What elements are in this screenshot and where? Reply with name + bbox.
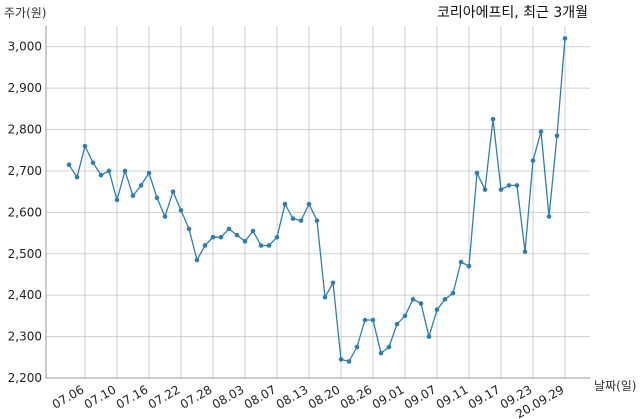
data-point [434, 307, 440, 312]
data-point [458, 259, 464, 265]
data-point [530, 158, 536, 163]
data-point [354, 344, 360, 350]
x-tick-label: 07.16 [114, 382, 151, 411]
data-point [338, 357, 344, 362]
data-point [450, 290, 456, 296]
data-point [474, 170, 480, 176]
y-axis: 2,200 2,300 2,400 2,500 2,600 2,700 2,800 2,900… [8, 26, 47, 385]
data-point [538, 129, 544, 134]
data-point [330, 280, 336, 286]
data-point [274, 234, 280, 240]
data-point [306, 201, 312, 207]
x-tick-label: 08.07 [242, 382, 279, 411]
data-point [186, 226, 192, 232]
data-point [90, 160, 96, 165]
data-point [506, 183, 512, 188]
data-point [250, 228, 256, 234]
price-series [66, 36, 568, 364]
y-tick-label: 2,700 [8, 164, 42, 178]
data-point [554, 133, 560, 139]
data-point [202, 243, 208, 248]
y-tick-label: 2,600 [8, 205, 42, 219]
x-tick-label: 09.07 [402, 382, 439, 411]
data-point [122, 168, 128, 174]
data-point [194, 257, 200, 263]
x-tick-label: 07.28 [178, 382, 215, 411]
x-tick-label: 09.01 [370, 382, 407, 411]
data-point [154, 195, 160, 201]
grid-lines [46, 26, 590, 379]
y-tick-label: 2,400 [8, 288, 42, 302]
y-axis-title: 주가(원) [4, 6, 46, 20]
x-tick-label: 08.20 [306, 382, 343, 411]
series-line [68, 38, 566, 363]
data-point [218, 234, 224, 240]
data-point [514, 183, 520, 188]
data-point [482, 187, 488, 192]
data-point [418, 301, 424, 306]
data-point [498, 187, 504, 192]
data-point [234, 232, 240, 238]
data-point [346, 359, 352, 364]
y-tick-label: 2,500 [8, 247, 42, 261]
data-point [98, 172, 104, 178]
data-point [178, 207, 184, 213]
data-point [546, 214, 552, 219]
data-point [322, 294, 328, 300]
data-point [66, 162, 72, 168]
x-axis: 07.0607.1007.1607.2207.2808.0308.0708.13… [46, 377, 590, 419]
data-point [522, 249, 528, 254]
x-tick-label: 07.22 [146, 382, 183, 411]
data-point [298, 218, 304, 223]
data-point [258, 243, 264, 248]
data-point [146, 170, 152, 176]
data-point [210, 234, 216, 240]
data-point [226, 226, 232, 232]
data-point [242, 239, 248, 244]
y-tick-label: 2,200 [8, 371, 42, 385]
data-point [490, 116, 496, 122]
data-point [466, 263, 472, 269]
x-tick-label: 09.11 [434, 382, 471, 411]
x-tick-label: 08.03 [210, 382, 247, 411]
data-point [370, 317, 376, 323]
data-point [394, 321, 400, 327]
x-tick-label: 07.10 [82, 382, 119, 411]
y-tick-label: 2,300 [8, 330, 42, 344]
data-point [386, 344, 392, 350]
data-point [114, 197, 120, 203]
data-point [82, 143, 88, 149]
data-point [314, 218, 320, 223]
data-point [170, 189, 176, 194]
data-point [562, 36, 568, 41]
data-point [282, 201, 288, 207]
data-point [138, 183, 144, 188]
data-point [426, 334, 432, 339]
data-point [130, 193, 136, 199]
data-point [402, 313, 408, 319]
x-tick-label: 09.17 [466, 382, 503, 411]
y-tick-label: 2,900 [8, 81, 42, 95]
data-point [106, 168, 112, 174]
data-point [266, 243, 272, 248]
data-point [290, 216, 296, 221]
data-point [410, 297, 416, 302]
x-axis-title: 날짜(일) [594, 379, 636, 393]
data-point [378, 350, 384, 356]
data-point [442, 297, 448, 302]
x-tick-label: 07.06 [50, 382, 87, 411]
data-point [162, 214, 168, 219]
x-tick-label: 08.26 [338, 382, 375, 411]
y-tick-label: 3,000 [8, 40, 42, 54]
data-point [362, 317, 368, 323]
data-point [74, 174, 80, 180]
x-tick-label: 08.13 [274, 382, 311, 411]
y-tick-label: 2,800 [8, 123, 42, 137]
chart-title: 코리아에프티, 최근 3개월 [437, 5, 588, 21]
